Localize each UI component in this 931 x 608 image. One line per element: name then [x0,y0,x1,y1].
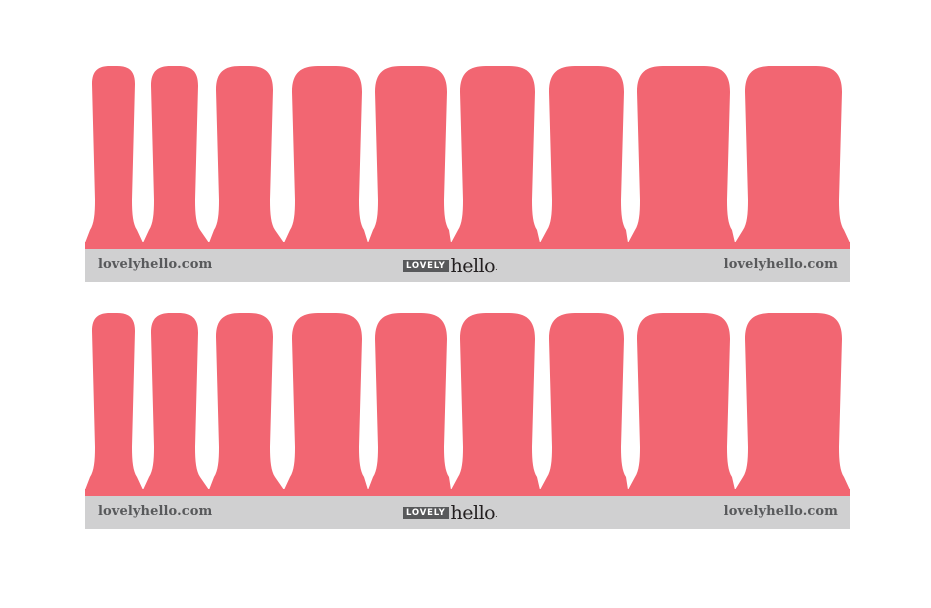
logo-dot: . [495,510,498,519]
nail-strips-bottom [85,313,850,497]
website-label-right: lovelyhello.com [723,504,838,519]
nail-strip-7[interactable] [540,66,628,249]
nail-strips-top [85,66,850,250]
nail-strip-5[interactable] [368,313,451,496]
logo-hello-text: hello [450,502,496,524]
nail-strip-1[interactable] [85,66,143,249]
nail-strip-6[interactable] [451,66,540,249]
website-label-left: lovelyhello.com [98,257,213,272]
website-label-left: lovelyhello.com [98,504,213,519]
logo-lovely-text: LOVELY [403,260,449,272]
logo-hello-text: hello [450,255,496,277]
logo-lovely-text: LOVELY [403,507,449,519]
nail-strip-8[interactable] [628,66,735,249]
nail-sheet-bottom: lovelyhello.com LOVELY hello . lovelyhel… [85,311,850,536]
nail-strip-9[interactable] [735,66,850,249]
website-label-right: lovelyhello.com [723,257,838,272]
nail-strip-6[interactable] [451,313,540,496]
nail-strip-2[interactable] [143,66,209,249]
nail-strip-1[interactable] [85,313,143,496]
nail-sheet-top: lovelyhello.com LOVELY hello . lovelyhel… [85,64,850,289]
sheet-footer-band: lovelyhello.com LOVELY hello . lovelyhel… [85,496,850,529]
nail-strip-5[interactable] [368,66,451,249]
nail-strip-4[interactable] [284,313,368,496]
nail-strip-9[interactable] [735,313,850,496]
nail-strip-3[interactable] [209,66,284,249]
brand-logo: LOVELY hello . [403,254,498,276]
nail-strip-7[interactable] [540,313,628,496]
nail-strip-8[interactable] [628,313,735,496]
brand-logo: LOVELY hello . [403,501,498,523]
nail-strip-4[interactable] [284,66,368,249]
logo-dot: . [495,263,498,272]
nail-strip-2[interactable] [143,313,209,496]
sheet-footer-band: lovelyhello.com LOVELY hello . lovelyhel… [85,249,850,282]
nail-strip-3[interactable] [209,313,284,496]
